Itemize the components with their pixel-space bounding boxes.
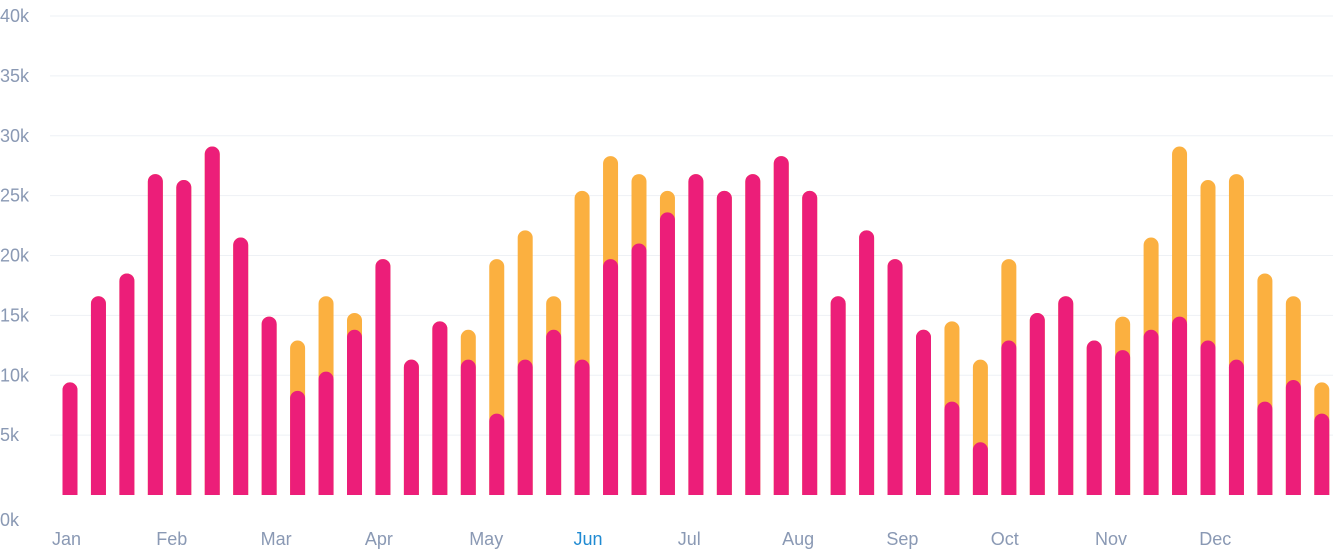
bar-front — [233, 237, 249, 495]
bar-front — [859, 230, 875, 495]
bar-front — [1058, 296, 1074, 495]
bar-front — [574, 359, 590, 495]
bar-front — [176, 180, 192, 496]
bar-front — [90, 296, 106, 495]
bar-front — [119, 273, 135, 495]
bar-front — [1172, 316, 1188, 495]
bar-front — [830, 296, 846, 495]
bar-front — [147, 174, 163, 495]
bar-front — [1029, 312, 1045, 495]
bar-front — [916, 329, 931, 495]
y-tick-label: 25k — [0, 186, 30, 206]
bar-front — [1228, 359, 1244, 495]
month-label[interactable]: Oct — [991, 529, 1019, 549]
month-label[interactable]: Jun — [574, 529, 603, 549]
bar-front — [1314, 413, 1330, 495]
bar-front — [1200, 340, 1216, 495]
bar-front — [1285, 380, 1301, 495]
bar-front — [546, 329, 562, 495]
bar-front — [1115, 350, 1131, 495]
bar-front — [603, 259, 619, 495]
x-axis-month-labels: Jan Feb Mar Apr May Jun Jul Aug Sep Oct Nov Dec — [52, 529, 1231, 549]
bar-front — [375, 259, 391, 495]
y-tick-label: 30k — [0, 126, 30, 146]
bar-front — [1086, 340, 1102, 495]
month-label[interactable]: Jan — [52, 529, 81, 549]
bar-front — [432, 321, 448, 495]
y-tick-label: 0k — [0, 510, 20, 530]
bar-front — [1001, 340, 1017, 495]
bar-front — [944, 401, 960, 495]
month-label[interactable]: Apr — [365, 529, 393, 549]
month-label[interactable]: Mar — [261, 529, 292, 549]
month-label[interactable]: Aug — [782, 529, 814, 549]
month-label[interactable]: May — [469, 529, 503, 549]
month-label[interactable]: Feb — [156, 529, 187, 549]
bar-front — [261, 316, 277, 495]
y-axis-ticks: 0k 5k 10k 15k 20k 25k 30k 35k 40k — [0, 6, 30, 530]
bar-front — [403, 359, 419, 495]
bar-front — [1143, 329, 1159, 495]
bars — [62, 146, 1330, 496]
y-tick-label: 10k — [0, 365, 30, 385]
month-label[interactable]: Dec — [1199, 529, 1231, 549]
month-label[interactable]: Jul — [678, 529, 701, 549]
y-tick-label: 20k — [0, 246, 30, 266]
bar-front — [716, 190, 732, 495]
bar-front — [688, 174, 704, 495]
bar-front — [1257, 401, 1273, 495]
bar-front — [489, 413, 505, 495]
y-tick-label: 15k — [0, 305, 30, 325]
bar-front — [972, 442, 988, 495]
bar-front — [290, 390, 306, 495]
bar-front — [62, 382, 78, 495]
bar-front — [460, 359, 476, 495]
bar-front — [745, 174, 761, 495]
bar-front — [773, 156, 789, 495]
bar-front — [802, 190, 818, 495]
bar-front — [659, 212, 675, 495]
y-tick-label: 35k — [0, 66, 30, 86]
month-label[interactable]: Nov — [1095, 529, 1127, 549]
bar-front — [517, 359, 533, 495]
y-tick-label: 5k — [0, 425, 20, 445]
y-tick-label: 40k — [0, 6, 30, 26]
bar-front — [631, 243, 647, 495]
bar-front — [347, 329, 362, 495]
bar-front — [318, 371, 334, 495]
bar-front — [887, 259, 903, 495]
month-label[interactable]: Sep — [886, 529, 918, 549]
bar-front — [204, 146, 220, 495]
